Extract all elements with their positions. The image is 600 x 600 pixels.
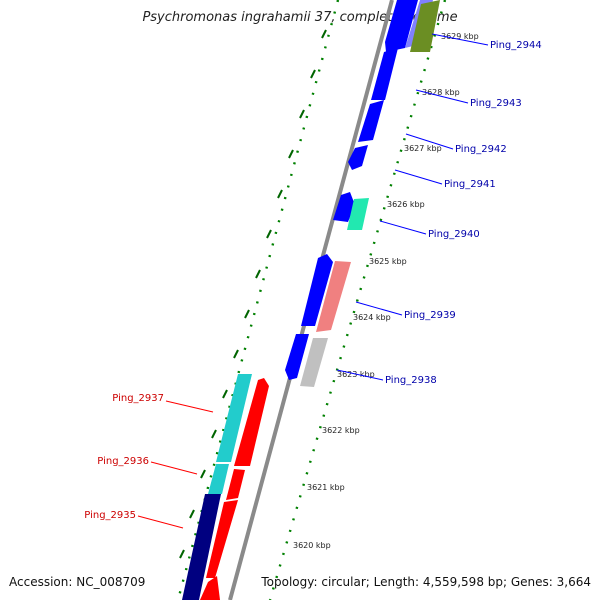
outer-tick-marks [179,29,327,559]
gene-ping-2940-teal[interactable] [347,198,369,230]
ruler-label: 3628 kbp [422,88,460,97]
gene-ping-2943-arrow[interactable] [371,48,398,100]
forward-strand-genes [285,0,440,387]
gene-ping-2939-blue-arrow[interactable] [301,254,333,326]
gene-label-ping-2942[interactable]: Ping_2942 [455,144,507,155]
gene-red-arrow-bottom[interactable] [200,576,220,600]
left-gene-labels: Ping_2937 Ping_2936 Ping_2935 [84,393,214,529]
ruler-label: 3625 kbp [369,257,407,266]
gene-label-ping-2941[interactable]: Ping_2941 [444,179,496,190]
ruler-label: 3624 kbp [353,313,391,322]
gene-ping-2939-pink[interactable] [316,261,351,332]
reverse-strand-genes [182,374,269,600]
gene-ping-2938-blue-arrow[interactable] [285,334,309,380]
gene-ping-2941-arrow[interactable] [348,145,368,170]
gene-ping-2935-red-arrow[interactable] [206,500,238,578]
gene-green-arrow[interactable] [410,0,440,52]
gene-label-ping-2943[interactable]: Ping_2943 [470,98,522,109]
gene-label-ping-2935[interactable]: Ping_2935 [84,510,136,521]
gene-label-ping-2938[interactable]: Ping_2938 [385,375,437,386]
gene-ping-2937-cyan[interactable] [216,374,252,462]
gene-label-ping-2937[interactable]: Ping_2937 [112,393,164,404]
map-title: Psychromonas ingrahamii 37, complete gen… [142,10,458,25]
ruler-label: 3626 kbp [387,200,425,209]
gene-ping-2940-blue-arrow[interactable] [333,192,355,222]
inner-dotted-arc [268,0,447,600]
gene-ping-2944-arrow[interactable] [385,0,418,52]
gene-ping-2938-gray[interactable] [300,338,328,387]
ruler-label: 3622 kbp [322,426,360,435]
gene-ping-2935-navy[interactable] [182,494,221,600]
right-gene-labels: Ping_2944 Ping_2943 Ping_2942 Ping_2941 … [336,33,542,386]
gene-ping-2942-arrow[interactable] [358,100,384,142]
gene-ping-2936-cyan[interactable] [208,464,229,494]
accession-label: Accession: NC_008709 [9,575,146,589]
gene-label-ping-2944[interactable]: Ping_2944 [490,40,542,51]
ruler-label: 3627 kbp [404,144,442,153]
gene-label-ping-2940[interactable]: Ping_2940 [428,229,480,240]
genome-stats-label: Topology: circular; Length: 4,559,598 bp… [261,575,591,589]
gene-ping-2937-red-arrow[interactable] [234,378,269,466]
gene-ping-2936-red-arrow[interactable] [226,469,245,500]
ruler-label: 3629 kbp [441,32,479,41]
ruler-label: 3620 kbp [293,541,331,550]
ruler-label: 3621 kbp [307,483,345,492]
gene-label-ping-2936[interactable]: Ping_2936 [97,456,149,467]
gene-label-ping-2939[interactable]: Ping_2939 [404,310,456,321]
